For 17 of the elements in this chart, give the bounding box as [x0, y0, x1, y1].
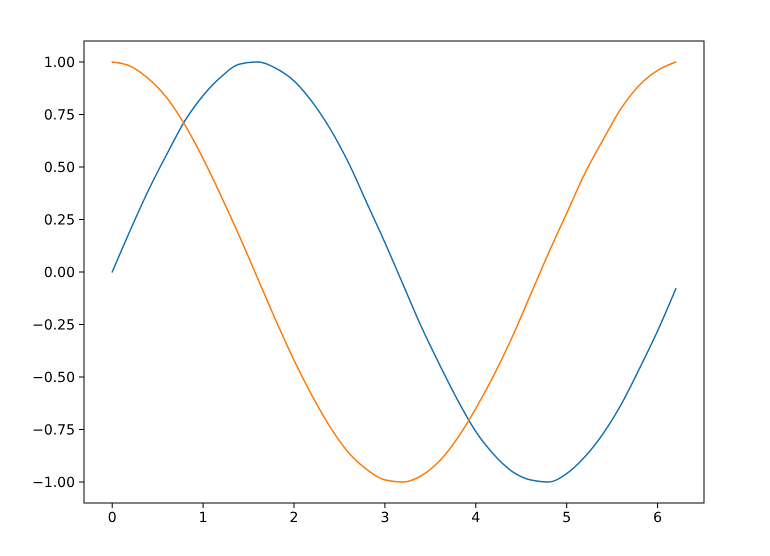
y-tick-label: 0.25: [44, 212, 75, 228]
y-tick-label: 0.50: [44, 160, 75, 176]
x-tick-label: 3: [380, 510, 390, 526]
y-tick-label: −0.75: [32, 422, 75, 438]
line-series: [111, 61, 677, 483]
x-tick-label: 5: [562, 510, 572, 526]
y-tick-label: −0.25: [32, 317, 75, 334]
y-tick-label: 1.00: [44, 54, 75, 71]
x-tick-label: 2: [290, 510, 298, 526]
y-tick-label: 0.00: [44, 264, 75, 281]
y-tick-label: −1.00: [32, 474, 75, 491]
x-tick-label: 0: [108, 510, 117, 526]
y-tick-label: −0.50: [32, 370, 75, 386]
x-tick-label: 1: [198, 510, 208, 526]
y-tick-label: 0.75: [44, 107, 75, 124]
x-tick-label: 6: [653, 510, 662, 526]
x-tick-label: 4: [471, 510, 480, 526]
